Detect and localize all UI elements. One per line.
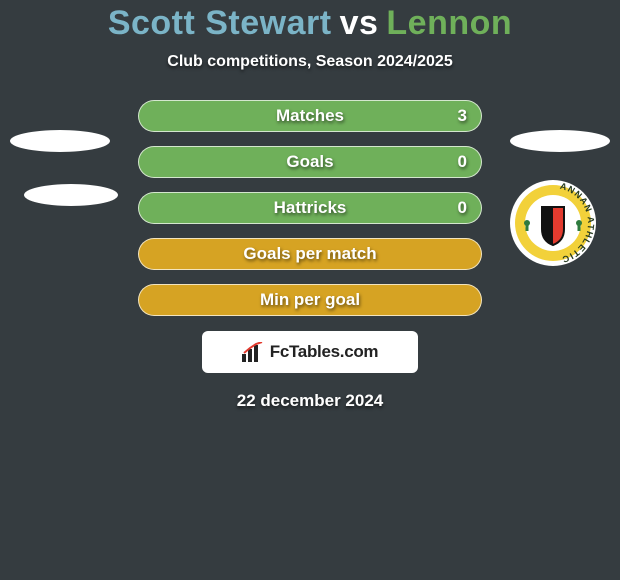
vs-label: vs	[340, 4, 379, 42]
stat-label: Goals per match	[243, 244, 376, 264]
stat-bar: Goals per match	[138, 238, 482, 270]
stat-bar: Hattricks 0	[138, 192, 482, 224]
stat-label: Matches	[276, 106, 344, 126]
fctables-logo: FcTables.com	[242, 342, 379, 362]
stat-value: 3	[458, 106, 467, 126]
stat-label: Hattricks	[274, 198, 347, 218]
stat-value: 0	[458, 198, 467, 218]
stat-row: Min per goal	[138, 285, 482, 315]
placeholder-ellipse-right	[510, 130, 610, 152]
placeholder-ellipse-left	[24, 184, 118, 206]
stat-label: Min per goal	[260, 290, 360, 310]
subtitle: Club competitions, Season 2024/2025	[0, 53, 620, 71]
stat-row: Hattricks 0	[138, 193, 482, 223]
page-title: Scott StewartvsLennon	[0, 4, 620, 43]
canvas: Scott StewartvsLennon Club competitions,…	[0, 4, 620, 580]
stat-row: Matches 3	[138, 101, 482, 131]
stat-bar: Matches 3	[138, 100, 482, 132]
player1-name: Scott Stewart	[108, 4, 332, 42]
stat-bar: Goals 0	[138, 146, 482, 178]
brand-text: FcTables.com	[270, 342, 379, 362]
player2-name: Lennon	[386, 4, 512, 42]
stat-bar: Min per goal	[138, 284, 482, 316]
stat-label: Goals	[286, 152, 333, 172]
stat-value: 0	[458, 152, 467, 172]
brand-box: FcTables.com	[202, 331, 418, 373]
bars-icon	[242, 342, 264, 362]
date-text: 22 december 2024	[0, 391, 620, 411]
placeholder-ellipse-left	[10, 130, 110, 152]
stat-row: Goals 0	[138, 147, 482, 177]
club-crest-annan: ANNAN ATHLETIC	[510, 180, 596, 266]
stat-row: Goals per match	[138, 239, 482, 269]
